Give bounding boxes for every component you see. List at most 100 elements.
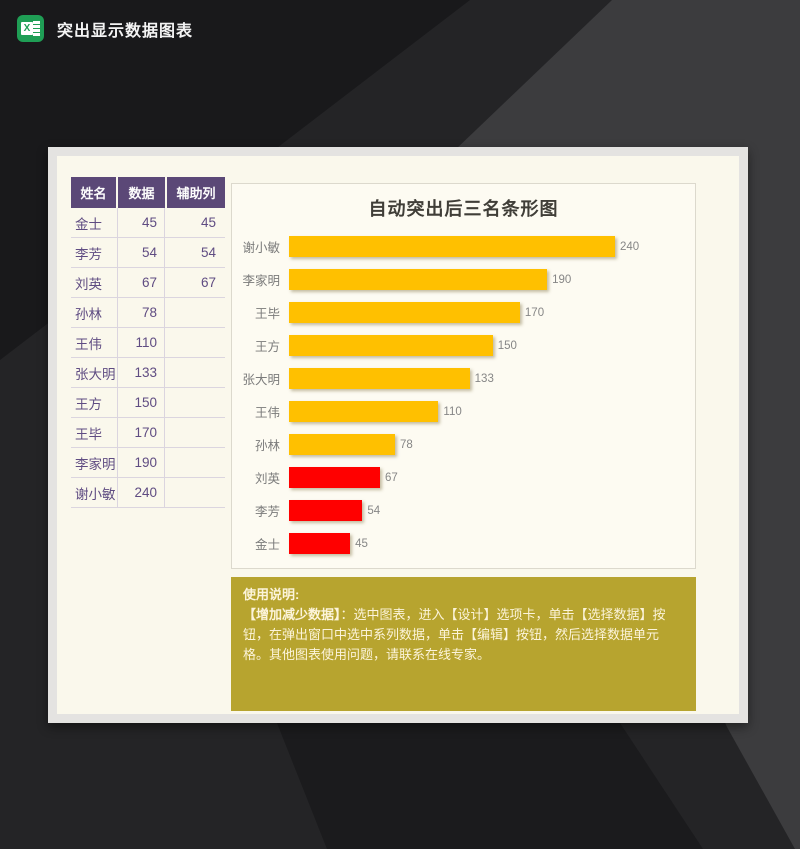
aux-cell: 67 xyxy=(200,275,216,290)
bar-row: 王方 150 xyxy=(232,329,695,362)
name-cell: 李家明 xyxy=(71,448,118,477)
aux-cell xyxy=(165,388,223,417)
bar xyxy=(289,434,395,455)
bar-row: 金士 45 xyxy=(232,527,695,560)
data-label: 54 xyxy=(367,504,381,517)
template-preview-panel: 姓名 数据 辅助列 金士 45 45 李芳 54 54 刘英 67 67 xyxy=(48,147,748,723)
usage-note: 使用说明: 【增加减少数据】：选中图表，进入【设计】选项卡，单击【选择数据】按钮… xyxy=(231,577,696,711)
data-label: 170 xyxy=(524,306,545,319)
name-cell: 金士 xyxy=(71,208,118,237)
data-cell: 67 xyxy=(118,268,165,297)
name-cell: 谢小敏 xyxy=(71,478,118,507)
data-label: 67 xyxy=(385,471,398,484)
table-row: 刘英 67 67 xyxy=(71,268,225,298)
table-header-row: 姓名 数据 辅助列 xyxy=(71,177,225,208)
bar-row: 孙林 78 xyxy=(232,428,695,461)
bar-row: 王伟 110 xyxy=(232,395,695,428)
bar xyxy=(289,500,363,521)
data-label: 110 xyxy=(443,405,462,418)
data-cell: 170 xyxy=(118,418,165,447)
usage-bold-lead: 【增加减少数据】 xyxy=(243,607,341,622)
bar-row: 刘英 67 xyxy=(232,461,695,494)
bar-row: 张大明 133 xyxy=(232,362,695,395)
data-table: 姓名 数据 辅助列 金士 45 45 李芳 54 54 刘英 67 67 xyxy=(71,177,225,508)
bar-row: 李芳 54 xyxy=(232,494,695,527)
table-row: 张大明 133 xyxy=(71,358,225,388)
usage-text: ：选中图表，进入【设计】选项卡，单击【选择数据】按钮，在弹出窗口中选中系列数据，… xyxy=(243,607,666,662)
data-label: 190 xyxy=(552,273,572,286)
table-row: 李芳 54 54 xyxy=(71,238,225,268)
bar xyxy=(289,401,439,422)
table-row: 王毕 170 xyxy=(71,418,225,448)
data-cell: 150 xyxy=(118,388,165,417)
bar xyxy=(289,236,615,257)
aux-cell xyxy=(165,418,223,447)
data-cell: 133 xyxy=(118,358,165,387)
table-row: 金士 45 45 xyxy=(71,208,225,238)
aux-cell xyxy=(165,478,223,507)
data-label: 78 xyxy=(399,438,413,451)
table-row: 王伟 110 xyxy=(71,328,225,358)
data-cell: 240 xyxy=(118,478,165,507)
name-cell: 孙林 xyxy=(71,298,118,327)
bar-row: 王毕 170 xyxy=(232,296,695,329)
name-cell: 王伟 xyxy=(71,328,118,357)
data-cell: 45 xyxy=(118,208,165,237)
category-label: 王方 xyxy=(254,340,280,354)
category-label: 金士 xyxy=(254,538,280,552)
app-title: 突出显示数据图表 xyxy=(57,22,194,40)
aux-cell xyxy=(165,328,223,357)
column-header-aux: 辅助列 xyxy=(167,177,225,208)
data-cell: 110 xyxy=(118,328,165,357)
category-label: 李家明 xyxy=(242,274,280,288)
bar xyxy=(289,302,520,323)
table-row: 孙林 78 xyxy=(71,298,225,328)
chart-title: 自动突出后三名条形图 xyxy=(368,199,559,219)
name-cell: 张大明 xyxy=(71,358,118,387)
bar-row: 谢小敏 240 xyxy=(232,230,695,263)
aux-cell xyxy=(165,358,223,387)
panel-inner: 姓名 数据 辅助列 金士 45 45 李芳 54 54 刘英 67 67 xyxy=(57,156,739,714)
bar xyxy=(289,368,470,389)
data-label: 45 xyxy=(355,537,368,550)
table-row: 王方 150 xyxy=(71,388,225,418)
data-label: 133 xyxy=(474,372,494,385)
bar xyxy=(289,269,548,290)
chart-plot-area: 谢小敏 240 李家明 190 王毕 170 xyxy=(232,230,695,560)
bar xyxy=(289,335,493,356)
category-label: 谢小敏 xyxy=(242,241,280,255)
column-header-data: 数据 xyxy=(118,177,165,208)
category-label: 刘英 xyxy=(254,472,280,486)
name-cell: 王方 xyxy=(71,388,118,417)
excel-icon: X xyxy=(17,15,44,42)
name-cell: 王毕 xyxy=(71,418,118,447)
name-cell: 刘英 xyxy=(71,268,118,297)
aux-cell xyxy=(165,298,223,327)
aux-cell: 45 xyxy=(200,215,216,230)
bar-chart: 自动突出后三名条形图 谢小敏 240 李家明 190 王毕 xyxy=(231,183,696,569)
aux-cell: 54 xyxy=(200,245,216,260)
category-label: 李芳 xyxy=(254,505,280,519)
bar xyxy=(289,467,380,488)
category-label: 王伟 xyxy=(254,406,280,420)
category-label: 张大明 xyxy=(242,373,280,387)
table-row: 李家明 190 xyxy=(71,448,225,478)
data-cell: 78 xyxy=(118,298,165,327)
name-cell: 李芳 xyxy=(71,238,118,267)
table-row: 谢小敏 240 xyxy=(71,478,225,508)
data-cell: 54 xyxy=(118,238,165,267)
data-cell: 190 xyxy=(118,448,165,477)
column-header-name: 姓名 xyxy=(71,177,116,208)
bar-row: 李家明 190 xyxy=(232,263,695,296)
data-label: 150 xyxy=(497,339,517,352)
category-label: 王毕 xyxy=(254,307,280,321)
aux-cell xyxy=(165,448,223,477)
usage-body: 【增加减少数据】：选中图表，进入【设计】选项卡，单击【选择数据】按钮，在弹出窗口… xyxy=(243,605,684,665)
bar xyxy=(289,533,351,554)
app-title-bar: X 突出显示数据图表 xyxy=(17,15,193,42)
category-label: 孙林 xyxy=(254,439,280,453)
usage-heading: 使用说明: xyxy=(243,587,300,602)
excel-sheet-glyph xyxy=(33,21,40,36)
